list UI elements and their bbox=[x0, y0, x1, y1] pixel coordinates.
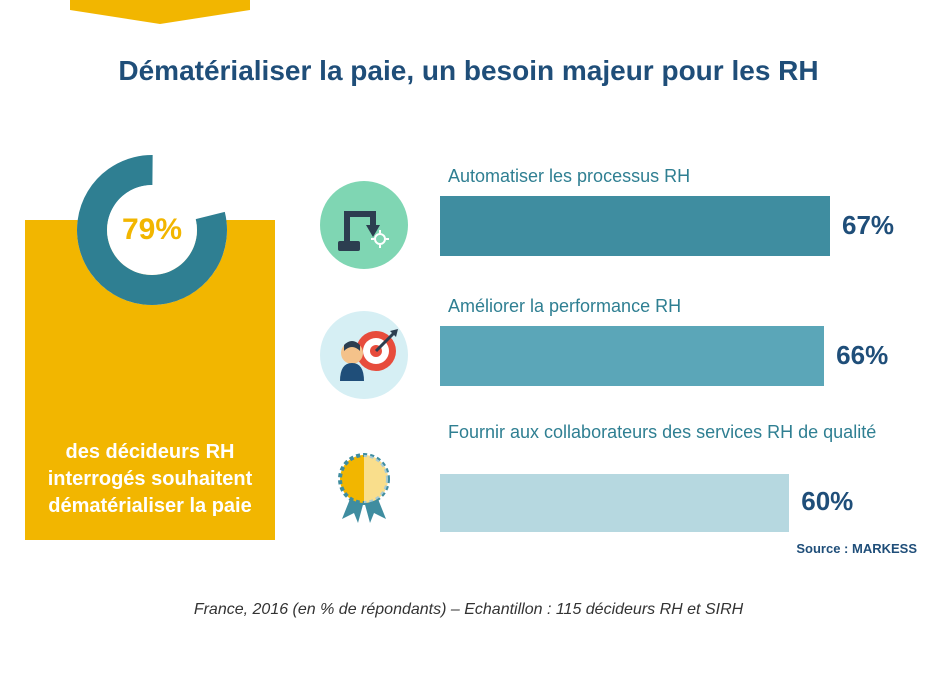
donut-caption-text: des décideurs RH interrogés souhaitent d… bbox=[25, 439, 275, 520]
top-accent-shape bbox=[70, 0, 250, 24]
bar-row: Fournir aux collaborateurs des services … bbox=[320, 420, 900, 550]
source-label: Source : MARKESS bbox=[796, 541, 917, 556]
page-title: Dématérialiser la paie, un besoin majeur… bbox=[60, 55, 877, 87]
bar-rect bbox=[440, 474, 789, 532]
bar-content: Automatiser les processus RH 67% bbox=[440, 160, 900, 290]
bar-content: Améliorer la performance RH 66% bbox=[440, 290, 900, 420]
bar-content: Fournir aux collaborateurs des services … bbox=[440, 420, 900, 550]
footnote: France, 2016 (en % de répondants) – Echa… bbox=[0, 601, 937, 619]
robot-icon bbox=[320, 181, 408, 269]
bar-rect bbox=[440, 196, 830, 256]
bar-label: Fournir aux collaborateurs des services … bbox=[448, 422, 876, 443]
bar-chart: Automatiser les processus RH 67% Améliorer… bbox=[320, 160, 900, 550]
bar-label: Améliorer la performance RH bbox=[448, 296, 681, 317]
bar-rect bbox=[440, 326, 824, 386]
donut-chart: 79% bbox=[72, 150, 232, 310]
bar-row: Automatiser les processus RH 67% bbox=[320, 160, 900, 290]
medal-icon bbox=[320, 441, 408, 529]
bar-label: Automatiser les processus RH bbox=[448, 166, 690, 187]
bar-value: 66% bbox=[836, 340, 888, 371]
donut-center-value: 79% bbox=[122, 213, 182, 247]
target-icon bbox=[320, 311, 408, 399]
bar-row: Améliorer la performance RH 66% bbox=[320, 290, 900, 420]
bar-value: 67% bbox=[842, 210, 894, 241]
bar-value: 60% bbox=[801, 486, 853, 517]
